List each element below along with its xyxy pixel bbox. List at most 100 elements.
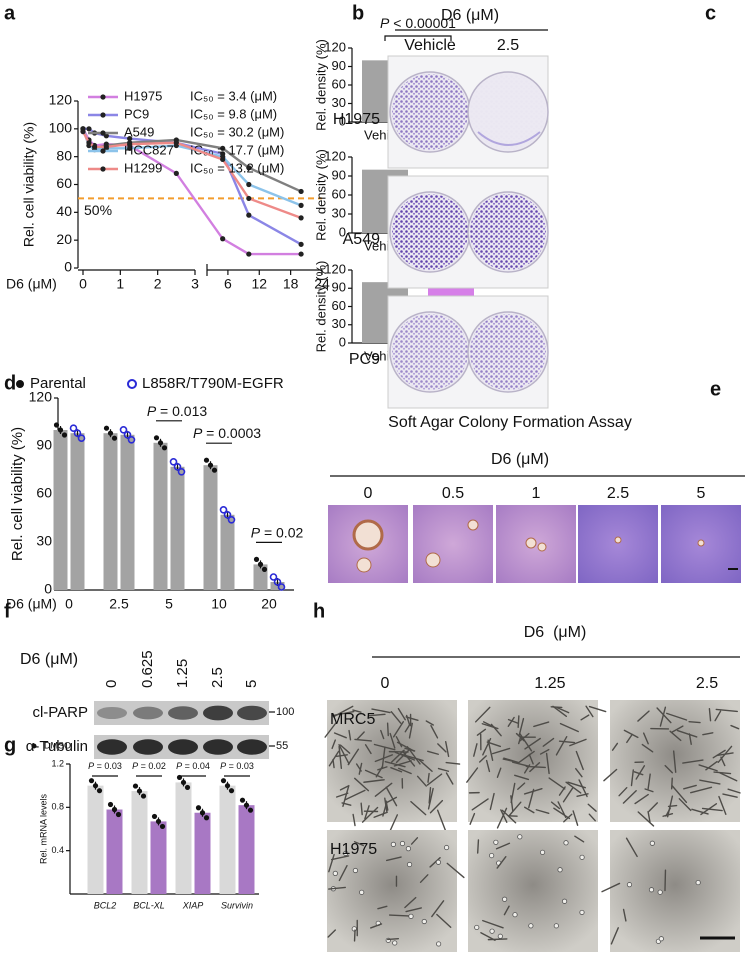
blot-band [168,706,198,720]
row-label: cl-PARP [32,704,88,721]
data-point [173,140,179,146]
cell [727,788,741,794]
cell [327,929,337,938]
cell [644,788,654,793]
cell [648,802,659,812]
replicate-point [173,462,182,471]
cell [393,760,412,767]
cell [436,913,452,928]
cell [473,743,478,757]
ic50-label: IC₅₀ = 30.2 (μM) [190,124,284,139]
y-tick-label: 0 [64,259,72,275]
well-stain [392,194,468,270]
cell [666,712,688,721]
y-tick-label: 90 [36,437,52,453]
cell [332,758,335,769]
cell [622,790,637,804]
well-stain [470,74,546,150]
legend-label: Parental [30,375,86,392]
cell [416,775,427,787]
cell [601,882,621,893]
bar [106,809,123,894]
y-axis-label: Rel. density (%) [313,261,328,353]
replicate-point [157,440,164,446]
y-tick-label: 120 [324,261,346,276]
data-point [220,145,226,151]
panel-title: D6 (μM) [20,651,78,668]
data-point [246,212,252,218]
cell [647,810,651,823]
micrograph [327,830,457,952]
y-axis-label: Rel. cell viability (%) [9,427,26,561]
cell [517,782,526,790]
cell [626,882,633,888]
cell [519,732,533,752]
bar [70,433,85,590]
replicate-point [261,566,268,573]
replicate-point [132,783,139,789]
x-tick-label: 12 [251,276,267,292]
row-label: H1975 [333,111,380,128]
annotation: P = 0.013 [147,403,208,419]
cell [388,914,410,917]
cell [701,807,723,812]
replicate-point [228,788,235,794]
cell [656,707,672,724]
x-tick-label: 6 [224,276,232,292]
cell [386,937,400,941]
cell [342,784,350,808]
colony [537,542,547,552]
cell [356,731,365,740]
y-axis-label: Rel. cell viability (%) [21,122,37,247]
x-tick-label: 10 [211,596,227,612]
cell [493,839,499,845]
bar [220,514,235,590]
replicate-point [199,810,206,816]
cell [474,924,480,931]
cell [394,751,416,761]
cell [565,781,582,794]
column-label: 1.25 [534,675,565,692]
cell [567,781,587,789]
colony [356,557,372,573]
x-tick-label: BCL2 [94,900,117,910]
cell [507,718,520,725]
cell [388,814,399,834]
cell [507,716,515,727]
cell [539,748,550,755]
x-tick-label: 0 [65,596,73,612]
column-label: 0 [381,675,390,692]
cell [384,761,406,768]
annotation: P = 0.02 [251,524,304,540]
data-point [246,195,252,202]
cell [562,787,574,803]
cell [410,837,419,845]
cell [395,735,403,748]
cell [368,713,386,717]
replicate-point [111,435,118,441]
legend-marker [100,166,106,172]
cell [428,787,432,804]
replicate-point [123,430,132,439]
cell [408,722,413,739]
y-tick-label: 120 [324,39,346,54]
panel-subtitle: D6 (μM) [491,451,549,468]
cell [486,741,502,748]
cell [471,798,489,811]
cell [481,723,499,730]
cell [389,732,396,749]
cell [489,852,495,859]
cell [572,810,579,826]
cell [641,743,654,753]
cell [672,750,677,773]
y-tick-label: 100 [49,120,73,136]
data-point [127,145,133,151]
data-point [103,144,109,150]
cell [539,849,546,855]
cell [352,813,356,827]
cell [576,793,589,797]
panel-title: D6 (μM) [524,624,587,641]
cell [647,773,651,790]
legend-label: PC9 [124,106,149,121]
blot-band [168,739,198,755]
